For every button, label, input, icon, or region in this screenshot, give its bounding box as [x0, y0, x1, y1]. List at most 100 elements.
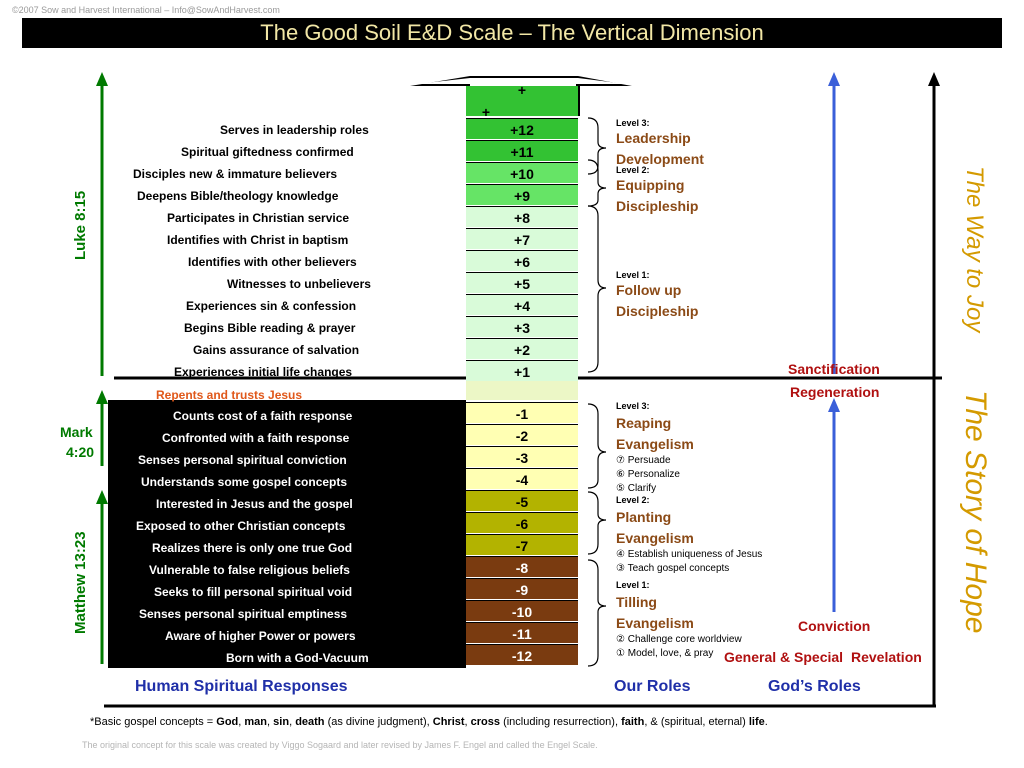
- role-up-name-1: Follow up: [616, 282, 682, 298]
- mark-arrow-head: [96, 390, 108, 404]
- fn-end: .: [764, 716, 768, 728]
- brace-level1-up: [587, 205, 607, 373]
- fn-man: man: [244, 716, 268, 728]
- role-down-level: Level 2:: [616, 495, 650, 505]
- response-up-item: Identifies with other believers: [188, 255, 357, 269]
- brace-level1-down: [587, 559, 607, 667]
- regeneration-arrow-head: [828, 398, 840, 412]
- role-down-subitem: ② Challenge core worldview: [616, 634, 742, 645]
- fn-life: life: [748, 716, 765, 728]
- response-down-item: Realizes there is only one true God: [152, 541, 353, 555]
- right-arrow-head: [928, 72, 940, 86]
- fn-sep4: ,: [464, 716, 471, 728]
- response-down-item: Vulnerable to false religious beliefs: [149, 563, 350, 577]
- response-down-item: Senses personal spiritual emptiness: [139, 607, 348, 621]
- footnote: *Basic gospel concepts = God, man, sin , …: [90, 716, 768, 728]
- role-down-subitem: ⑦ Persuade: [616, 455, 671, 466]
- scale-cell-up: +10: [466, 162, 578, 183]
- brace-level3-down: [587, 403, 607, 489]
- fn-sep3: ,: [289, 716, 296, 728]
- human-responses-label: Human Spiritual Responses: [135, 678, 348, 695]
- role-down-subitem: ⑤ Clarify: [616, 483, 657, 494]
- scale-cell-up: +11: [466, 140, 578, 161]
- revelation-label: Revelation: [851, 649, 922, 665]
- role-down-subitem: ④ Establish uniqueness of Jesus: [616, 549, 763, 560]
- matthew-verse: Matthew 13:23: [72, 531, 89, 634]
- scale-cell-up: +8: [466, 206, 578, 227]
- regeneration-label: Regeneration: [790, 384, 880, 400]
- scale-cell-up: +1: [466, 360, 578, 381]
- role-up-level: Level 1:: [616, 270, 650, 280]
- fn-death-note: (as divine judgment),: [324, 716, 433, 728]
- scale-cell-down: -7: [466, 534, 578, 555]
- story-of-hope-title: The Story of Hope: [959, 390, 992, 634]
- brace-level2-up: [587, 159, 607, 207]
- scale-cell-down: -2: [466, 424, 578, 445]
- fn-death: death: [295, 716, 325, 728]
- response-up-item: Witnesses to unbelievers: [227, 277, 371, 291]
- luke-verse: Luke 8:15: [72, 190, 89, 260]
- response-up-item: Serves in leadership roles: [220, 123, 369, 137]
- lower-responses-panel: [108, 400, 466, 668]
- role-up-name-1: Equipping: [616, 177, 685, 193]
- general-special-label: General & Special: [724, 649, 844, 665]
- fn-sep1: ,: [238, 716, 245, 728]
- scale-cell-down: -9: [466, 578, 578, 599]
- scale-cell-up: +3: [466, 316, 578, 337]
- scale-cell-up: +6: [466, 250, 578, 271]
- fn-sin: sin: [273, 716, 290, 728]
- way-to-joy-title: The Way to Joy: [961, 166, 988, 333]
- gods-roles-label: God’s Roles: [768, 678, 861, 695]
- response-down-item: Understands some gospel concepts: [141, 475, 348, 489]
- scale-cell-up: +4: [466, 294, 578, 315]
- response-down-item: Born with a God-Vacuum: [226, 651, 369, 665]
- fn-faith: faith: [621, 716, 645, 728]
- scale-cell-up: +12: [466, 118, 578, 139]
- scale-transition-band: [466, 378, 578, 400]
- scale-cell-down: -11: [466, 622, 578, 643]
- copyright-notice: ©2007 Sow and Harvest International – In…: [12, 5, 280, 15]
- scale-top-plus-2: +: [481, 104, 491, 120]
- scale-cell-down: -8: [466, 556, 578, 577]
- response-down-item: Seeks to fill personal spiritual void: [154, 585, 353, 599]
- matthew-arrow-head: [96, 490, 108, 504]
- scale-cell-down: -5: [466, 490, 578, 511]
- scale-cell-up: +7: [466, 228, 578, 249]
- mark-verse-2: 4:20: [66, 444, 95, 460]
- brace-level2-down: [587, 491, 607, 555]
- role-down-subitem: ⑥ Personalize: [616, 469, 680, 480]
- fn-god: God: [216, 716, 239, 728]
- scale-top-plus-1: +: [517, 82, 527, 98]
- page-title: The Good Soil E&D Scale – The Vertical D…: [260, 20, 764, 45]
- role-up-name-2: Development: [616, 151, 704, 167]
- fn-christ: Christ: [432, 716, 465, 728]
- response-up-item: Experiences sin & confession: [186, 299, 357, 313]
- response-down-item: Senses personal spiritual conviction: [138, 453, 347, 467]
- our-roles-label: Our Roles: [614, 678, 691, 695]
- role-up-name-2: Discipleship: [616, 198, 699, 214]
- response-down-item: Confronted with a faith response: [162, 431, 350, 445]
- sanctification-label: Sanctification: [788, 361, 880, 377]
- role-down-subitem: ① Model, love, & pray: [616, 648, 714, 659]
- response-up-item: Disciples new & immature believers: [133, 167, 338, 181]
- response-up-item: Begins Bible reading & prayer: [184, 321, 356, 335]
- role-down-subitem: ③ Teach gospel concepts: [616, 563, 730, 574]
- repents-response: Repents and trusts Jesus: [156, 388, 303, 402]
- footnote-prefix: *Basic gospel concepts =: [90, 716, 217, 728]
- scale-cell-down: -12: [466, 644, 578, 665]
- role-down-level: Level 1:: [616, 580, 650, 590]
- role-down-name-1: Planting: [616, 509, 672, 525]
- origin-note: The original concept for this scale was …: [82, 740, 598, 750]
- luke-arrow-head: [96, 72, 108, 86]
- role-up-level: Level 2:: [616, 165, 650, 175]
- role-down-name-1: Reaping: [616, 415, 672, 431]
- role-down-level: Level 3:: [616, 401, 650, 411]
- scale-top-cell: [466, 86, 578, 116]
- role-down-name-2: Evangelism: [616, 530, 694, 546]
- scale-cell-down: -1: [466, 402, 578, 423]
- fn-cross: cross: [470, 716, 501, 728]
- fn-faith-note: , & (spiritual, eternal): [644, 716, 749, 728]
- response-up-item: Gains assurance of salvation: [193, 343, 360, 357]
- scale-cell-down: -10: [466, 600, 578, 621]
- response-down-item: Counts cost of a faith response: [173, 409, 353, 423]
